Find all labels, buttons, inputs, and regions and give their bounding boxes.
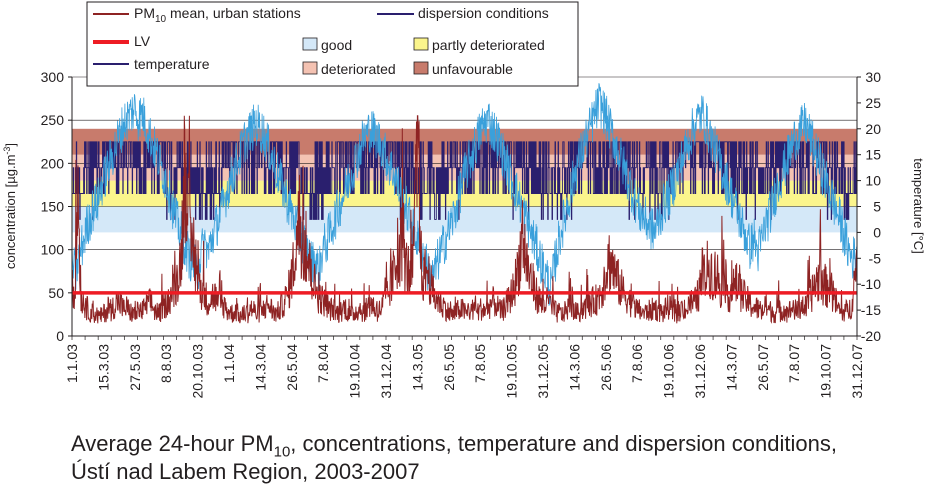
x-tick-label-6: 14.3.04 [252, 344, 268, 391]
x-tick-label-11: 14.3.05 [409, 344, 425, 391]
right-tick-label-9: 25 [865, 95, 881, 111]
series-lines [71, 83, 858, 324]
right-tick-label-5: 5 [873, 199, 881, 215]
x-tick-label-8: 7.8.04 [315, 344, 331, 383]
chart-title-line2: Ústí nad Labem Region, 2003-2007 [71, 459, 420, 484]
legend-deteriorated-label: deteriorated [321, 61, 396, 77]
left-axis-label-sup: -3 [2, 147, 12, 155]
left-axis-label-end: ] [3, 143, 18, 147]
right-tick-label-10: 30 [865, 69, 881, 85]
right-y-tick-labels: -20 -15 -10 -5 0 5 10 15 20 25 30 [861, 69, 881, 344]
right-tick-label-7: 15 [865, 147, 881, 163]
x-tick-labels: 1.1.03 15.3.03 27.5.03 8.8.03 20.10.03 1.1.04… [64, 344, 865, 399]
left-axis-label-text: concentration [µg.m [3, 155, 18, 269]
x-tick-label-13: 7.8.05 [472, 344, 488, 383]
band-0 [72, 206, 857, 233]
pm10-line [71, 115, 858, 324]
left-tick-label-5: 250 [41, 112, 65, 128]
x-tick-label-22: 26.5.07 [755, 344, 771, 391]
legend-partly-label: partly deteriorated [432, 37, 545, 53]
left-tick-label-4: 200 [41, 155, 65, 171]
x-tick-label-12: 26.5.05 [441, 344, 457, 391]
legend-unfavourable-label: unfavourable [432, 61, 513, 77]
right-tick-label-0: -20 [861, 328, 881, 344]
x-tick-label-17: 26.5.06 [598, 344, 614, 391]
x-tick-label-2: 27.5.03 [127, 344, 143, 391]
legend-temperature-label: temperature [134, 56, 210, 72]
x-tick-label-9: 19.10.04 [347, 344, 363, 399]
x-tick-label-4: 20.10.03 [190, 344, 206, 399]
left-tick-label-0: 0 [56, 328, 64, 344]
x-tick-label-24: 19.10.07 [818, 344, 834, 399]
left-tick-label-3: 150 [41, 199, 65, 215]
chart-title: Average 24-hour PM10, concentrations, te… [71, 431, 837, 461]
legend: PM10 mean, urban stations dispersion con… [86, 1, 579, 87]
legend-unfavourable-swatch [413, 61, 429, 75]
x-tick-label-21: 14.3.07 [723, 344, 739, 391]
right-tick-label-1: -15 [861, 302, 881, 318]
x-tick-label-19: 19.10.06 [661, 344, 677, 399]
left-tick-label-2: 100 [41, 242, 65, 258]
axes [68, 76, 861, 340]
right-axis-label: temperature [°C] [911, 158, 926, 254]
x-tick-label-20: 31.12.06 [692, 344, 708, 399]
x-tick-label-0: 1.1.03 [64, 344, 80, 383]
right-tick-label-8: 20 [865, 121, 881, 137]
legend-lv-label: LV [134, 33, 151, 49]
x-tick-label-14: 19.10.05 [504, 344, 520, 399]
legend-pm10-label: PM10 mean, urban stations [134, 5, 301, 25]
x-tick-label-5: 1.1.04 [221, 344, 237, 383]
left-y-tick-labels: 0 50 100 150 200 250 300 [41, 69, 65, 344]
legend-good-swatch [302, 37, 318, 51]
legend-deteriorated-swatch [302, 61, 318, 75]
right-tick-label-2: -10 [861, 276, 881, 292]
x-tick-label-15: 31.12.05 [535, 344, 551, 399]
x-tick-label-7: 26.5.04 [284, 344, 300, 391]
right-tick-label-4: 0 [873, 224, 881, 240]
left-axis-label: concentration [µg.m-3] [2, 143, 18, 269]
x-tick-label-1: 15.3.03 [95, 344, 111, 391]
legend-partly-swatch [413, 37, 429, 51]
x-tick-label-3: 8.8.03 [158, 344, 174, 383]
x-tick-label-16: 14.3.06 [566, 344, 582, 391]
x-tick-label-23: 7.8.07 [786, 344, 802, 383]
x-tick-label-18: 7.8.06 [629, 344, 645, 383]
legend-good-label: good [321, 37, 352, 53]
legend-dispersion-label: dispersion conditions [418, 5, 549, 21]
left-tick-label-1: 50 [48, 285, 64, 301]
x-tick-label-25: 31.12.07 [849, 344, 865, 399]
right-tick-label-6: 10 [865, 173, 881, 189]
left-tick-label-6: 300 [41, 69, 65, 85]
x-tick-label-10: 31.12.04 [378, 344, 394, 399]
temperature-line [71, 83, 858, 306]
right-tick-label-3: -5 [869, 250, 882, 266]
